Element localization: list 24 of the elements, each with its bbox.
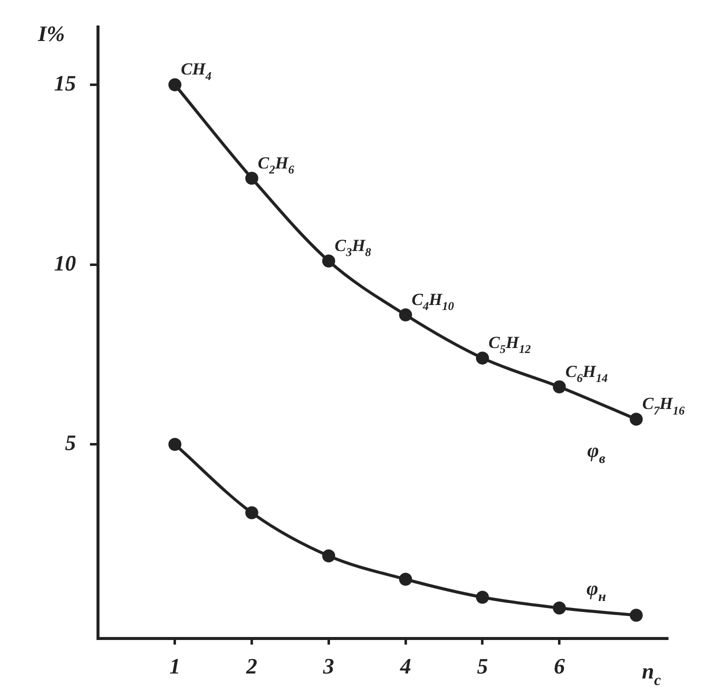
point	[399, 572, 412, 586]
point	[245, 506, 258, 520]
point	[168, 438, 182, 451]
x-tick-label: 1	[169, 653, 180, 678]
y-tick-label: 10	[54, 250, 76, 276]
point	[322, 549, 336, 562]
point	[476, 352, 489, 365]
x-tick-label: 5	[476, 653, 488, 678]
point	[476, 590, 489, 604]
point	[630, 608, 643, 622]
x-tick-label: 2	[245, 653, 258, 678]
point	[322, 254, 336, 268]
point	[552, 602, 566, 615]
y-axis-title: I%	[37, 21, 65, 46]
x-tick-label: 4	[399, 653, 412, 678]
point	[552, 380, 566, 394]
point	[630, 412, 643, 426]
x-tick-label: 3	[322, 653, 334, 678]
point	[245, 172, 258, 185]
point	[399, 308, 412, 322]
y-tick-label: 15	[54, 70, 76, 96]
y-tick-label: 5	[65, 430, 76, 456]
point	[168, 78, 182, 92]
x-tick-label: 6	[554, 653, 565, 678]
